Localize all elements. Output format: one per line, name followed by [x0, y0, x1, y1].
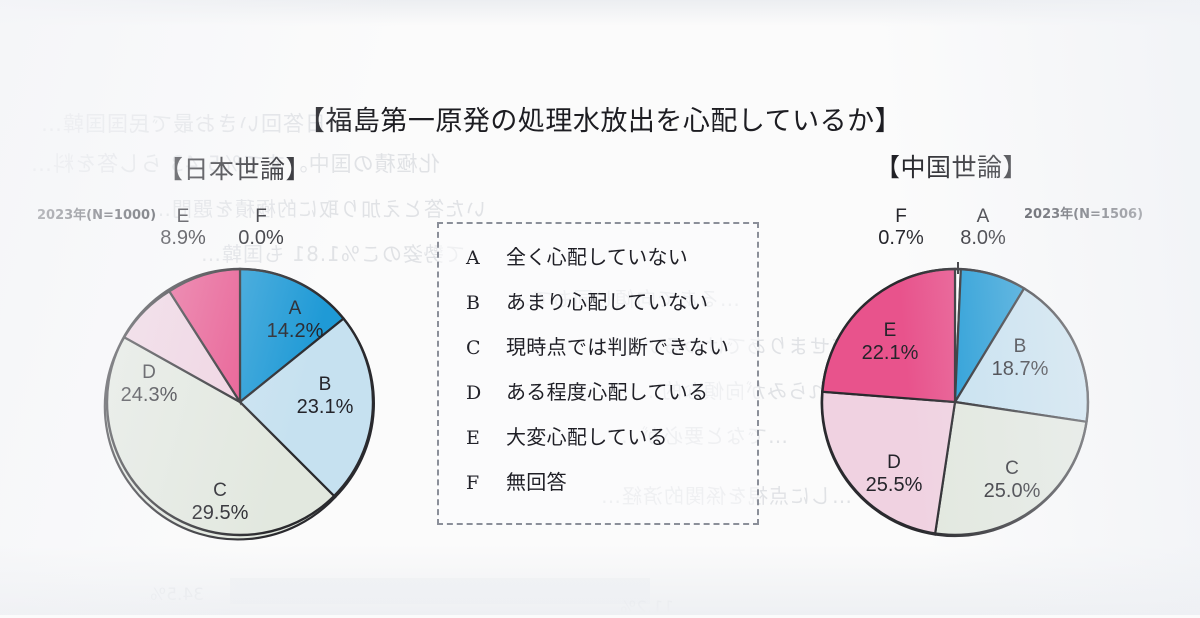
legend-item: E 大変心配している	[439, 421, 757, 466]
outside-label-key: F	[255, 206, 267, 227]
legend-item: B あまり心配していない	[439, 286, 757, 331]
bleed-through-text: 34.5%	[150, 585, 205, 605]
pie-slice-china-e	[820, 267, 957, 404]
pie-chart-china: B 18.7% C 25.0% D 25.5% E 22.1%	[815, 262, 1095, 542]
bleed-through-block	[230, 578, 650, 604]
panel-heading-japan: 【日本世論】	[158, 155, 312, 184]
panel-heading-china: 【中国世論】	[875, 153, 1029, 182]
legend-label: 無回答	[506, 470, 567, 494]
pie-slice-china-d	[820, 390, 957, 536]
legend-key: E	[466, 427, 480, 449]
outside-label-japan-e: E 8.9%	[148, 206, 218, 250]
pie-chart-japan: A 14.2% B 23.1% C 29.5% D 24.3%	[100, 262, 380, 542]
paper-bottom-shadow	[0, 545, 1200, 615]
legend-label: ある程度心配している	[506, 380, 709, 404]
page-title: 【福島第一原発の処理水放出を心配しているか】	[297, 106, 903, 137]
outside-label-key: F	[895, 206, 907, 227]
outside-label-value: 8.0%	[960, 227, 1006, 250]
legend-label: 全く心配していない	[506, 245, 689, 269]
pie-slice-china-c	[933, 400, 1088, 538]
outside-label-key: A	[976, 206, 990, 227]
legend-item: A 全く心配していない	[439, 241, 757, 286]
paper-top-shadow	[0, 0, 1200, 26]
legend-label: 大変心配している	[506, 425, 668, 449]
legend-key: F	[466, 472, 480, 494]
legend-key: C	[466, 337, 481, 359]
legend-key: A	[466, 247, 480, 269]
legend-label: 現時点では判断できない	[506, 335, 730, 359]
panel-subnote-japan: 2023年(N=1000)	[37, 208, 157, 223]
outside-label-china-a: A 8.0%	[948, 206, 1018, 250]
legend-key: B	[466, 292, 480, 314]
outside-label-value: 8.9%	[160, 227, 206, 250]
outside-label-value: 0.0%	[238, 227, 284, 250]
outside-label-japan-f: F 0.0%	[226, 206, 296, 250]
legend-item: C 現時点では判断できない	[439, 331, 757, 376]
outside-label-value: 0.7%	[878, 227, 924, 250]
legend-list: A 全く心配していない B あまり心配していない C 現時点では判断できない D…	[439, 224, 757, 511]
legend: A 全く心配していない B あまり心配していない C 現時点では判断できない D…	[437, 222, 759, 525]
outside-label-key: E	[176, 206, 190, 227]
outside-label-china-f: F 0.7%	[866, 206, 936, 250]
panel-subnote-china: 2023年(N=1506)	[1024, 207, 1144, 222]
legend-item: D ある程度心配している	[439, 376, 757, 421]
legend-key: D	[466, 382, 482, 404]
bleed-through-text: 11.2%	[620, 598, 675, 618]
legend-label: あまり心配していない	[506, 290, 709, 314]
legend-item: F 無回答	[439, 466, 757, 511]
